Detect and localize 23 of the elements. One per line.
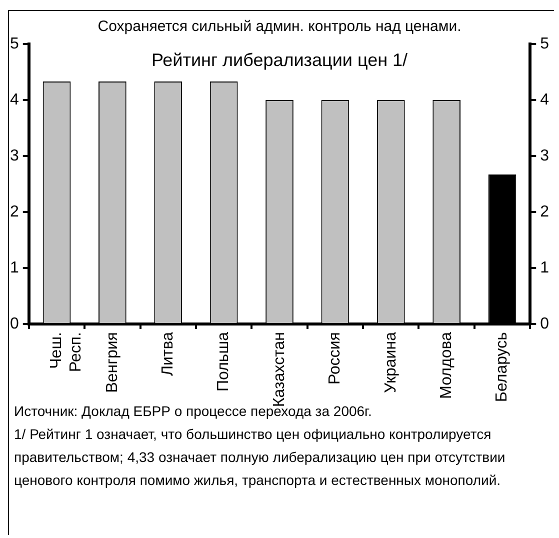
x-tick-label: Чеш. Респ. xyxy=(48,332,84,372)
y2-tick-label: 2 xyxy=(540,203,550,220)
x-tick-label: Украина xyxy=(382,332,400,393)
x-tick-label: Молдова xyxy=(438,332,455,399)
x-tick-label: Венгрия xyxy=(104,332,121,393)
y-tick-label: 5 xyxy=(10,35,19,52)
text: 1/ Рейтинг 1 означает, что большинство цен официально контролируется правительством; 4,33 означает полную либерализацию цен при отсутствии ценового контроля помимо жилья, транспорта и естественных монополий. xyxy=(14,425,506,490)
y-tick-label: 4 xyxy=(10,91,19,108)
y-tick-label: 2 xyxy=(10,203,19,220)
chart-subtitle: Рейтинг либерализации цен 1/ xyxy=(151,50,408,70)
x-tick-label: Беларусь xyxy=(494,332,511,402)
x-tick-label: Россия xyxy=(326,332,344,384)
y2-tick-label: 3 xyxy=(540,147,550,164)
y-tick-label: 0 xyxy=(10,315,19,332)
y2-tick-label: 4 xyxy=(540,91,550,108)
x-tick-label: Литва xyxy=(160,332,177,376)
chart-title: Сохраняется сильный админ. контроль над ценами. xyxy=(98,18,462,36)
y2-tick-label: 0 xyxy=(540,315,550,332)
y2-tick-label: 1 xyxy=(540,259,550,276)
y-tick-label: 1 xyxy=(10,259,19,276)
y2-tick-label: 5 xyxy=(540,35,550,52)
y-tick-label: 3 xyxy=(10,147,19,164)
x-tick-label: Польша xyxy=(215,332,232,392)
